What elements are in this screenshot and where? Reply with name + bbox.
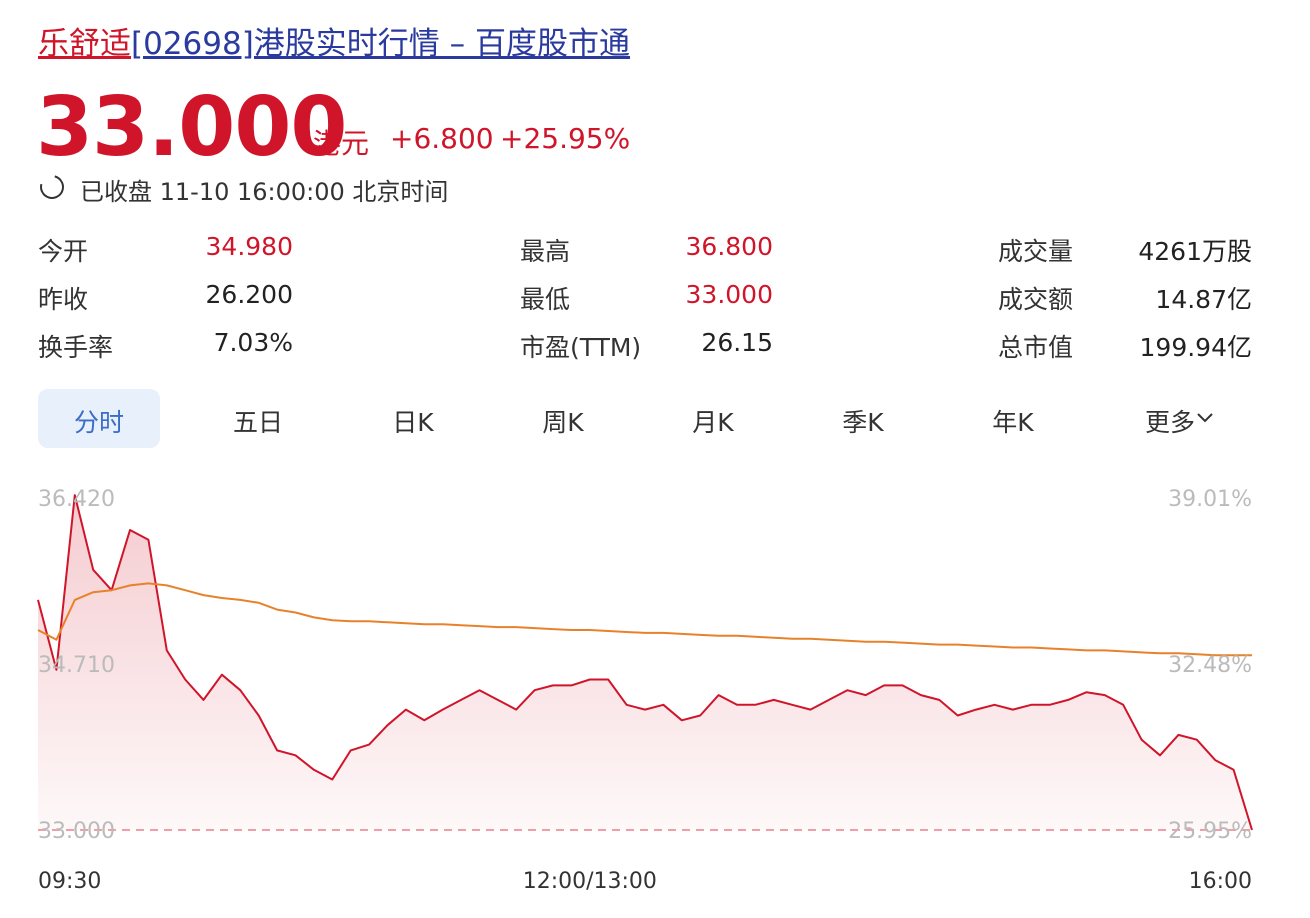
stat-label: 市盈(TTM) bbox=[520, 333, 642, 362]
stat-label: 最低 bbox=[520, 285, 571, 314]
stat-value: 14.87亿 bbox=[1155, 285, 1252, 314]
stat-label: 最高 bbox=[520, 237, 571, 266]
selected-tab-bg bbox=[38, 389, 160, 448]
y2-tick-label: 32.48% bbox=[1168, 653, 1252, 678]
tab[interactable]: 日K bbox=[392, 408, 434, 437]
stat-value: 4261万股 bbox=[1138, 237, 1252, 266]
stat-value: 7.03% bbox=[213, 328, 293, 357]
y2-tick-label: 39.01% bbox=[1168, 487, 1252, 512]
stat-value: 26.200 bbox=[205, 280, 293, 309]
chevron-icon bbox=[1197, 413, 1213, 423]
price-area bbox=[38, 495, 1252, 830]
y-tick-label: 34.710 bbox=[38, 653, 115, 678]
tab[interactable]: 季K bbox=[842, 408, 884, 437]
stat-label: 昨收 bbox=[38, 285, 89, 314]
stock-name-link[interactable]: 乐舒适 bbox=[38, 26, 131, 62]
y-tick-label: 36.420 bbox=[38, 487, 115, 512]
x-tick-label: 16:00 bbox=[1189, 869, 1252, 894]
stat-label: 今开 bbox=[38, 237, 89, 266]
stat-label: 成交额 bbox=[998, 285, 1074, 314]
tab[interactable]: 周K bbox=[542, 408, 584, 437]
tab[interactable]: 五日 bbox=[232, 408, 284, 437]
stat-label: 总市值 bbox=[998, 333, 1074, 362]
y2-tick-label: 25.95% bbox=[1168, 819, 1252, 844]
average-line bbox=[37, 582, 1252, 657]
y-tick-label: 33.000 bbox=[38, 819, 115, 844]
tab[interactable]: 分时 bbox=[73, 408, 125, 437]
stat-value: 36.800 bbox=[685, 232, 773, 261]
stat-value: 26.15 bbox=[701, 328, 773, 357]
currency: 港元 bbox=[313, 127, 370, 160]
tab[interactable]: 年K bbox=[992, 408, 1034, 437]
change: +6.800 bbox=[390, 122, 494, 155]
stat-value: 34.980 bbox=[205, 232, 293, 261]
market-status: 已收盘 11-10 16:00:00 北京时间 bbox=[80, 178, 449, 206]
tab[interactable]: 月K bbox=[692, 408, 734, 437]
x-tick-label: 09:30 bbox=[38, 869, 101, 894]
stat-label: 换手率 bbox=[38, 333, 114, 362]
stat-value: 33.000 bbox=[685, 280, 773, 309]
stat-value: 199.94亿 bbox=[1139, 333, 1252, 362]
page-title: 乐舒适[02698]港股实时行情 – 百度股市通 bbox=[38, 18, 630, 63]
stat-label: 成交量 bbox=[998, 237, 1074, 266]
price: 33.000 bbox=[36, 80, 347, 175]
price-line bbox=[37, 494, 1253, 831]
title-link[interactable]: [02698]港股实时行情 – 百度股市通 bbox=[131, 26, 631, 62]
x-tick-label: 12:00/13:00 bbox=[523, 869, 657, 894]
tab[interactable]: 更多 bbox=[1144, 408, 1196, 437]
change-percent: +25.95% bbox=[500, 122, 631, 155]
